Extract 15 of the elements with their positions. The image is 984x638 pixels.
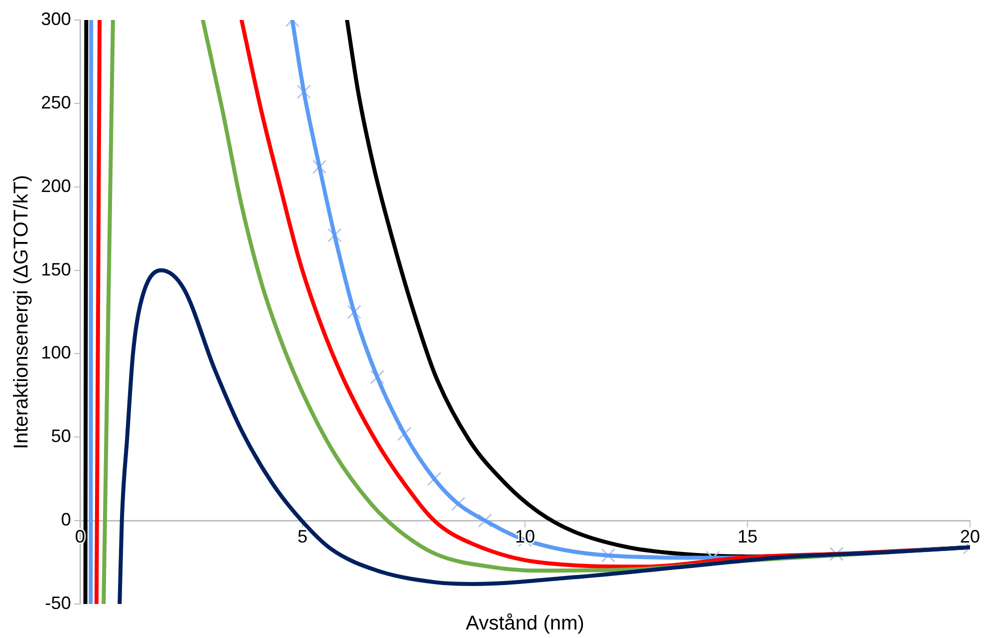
y-tick-label: 0 [61,510,72,530]
x-tick-label: 15 [737,526,758,547]
y-tick-label: 100 [40,342,72,363]
x-tick-label: 5 [298,526,308,547]
y-tick-label: -50 [45,592,72,613]
y-tick-label: 300 [40,8,72,29]
y-tick-label: 50 [51,426,72,446]
y-tick-label: 150 [40,259,72,280]
point [296,84,311,99]
y-axis-title: Interaktionsenergi (ΔGTOT/kT) [10,174,33,450]
x-tick-label: 20 [960,526,980,547]
y-tick-label: 200 [40,176,72,196]
x-axis-title: Avstånd (nm) [466,612,584,635]
point [370,370,384,384]
y-tick-label: 250 [40,92,72,112]
